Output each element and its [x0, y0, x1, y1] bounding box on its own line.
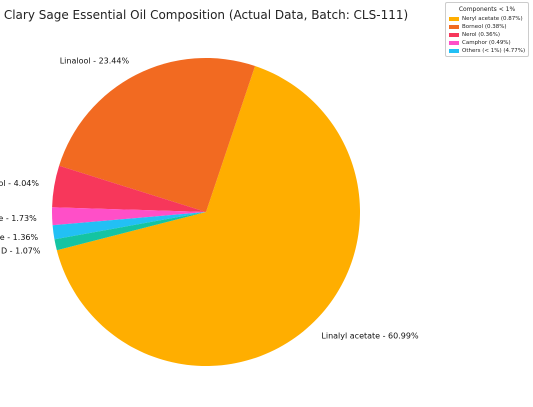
- legend-item: Neryl acetate (0.87%): [449, 15, 528, 23]
- pie-slice: [52, 212, 206, 240]
- legend-label: Borneol (0.38%): [462, 24, 507, 30]
- legend-swatch: [449, 49, 459, 53]
- legend-swatch: [449, 41, 459, 45]
- legend-swatch: [449, 33, 459, 37]
- slice-label: Germacrene D - 1.07%: [0, 247, 41, 256]
- legend-item: Nerol (0.36%): [449, 31, 528, 39]
- legend-label: Camphor (0.49%): [462, 40, 511, 46]
- legend-swatch: [449, 25, 459, 29]
- legend-label: Neryl acetate (0.87%): [462, 16, 523, 22]
- legend-swatch: [449, 17, 459, 21]
- legend: Components < 1% Neryl acetate (0.87%) Bor…: [445, 2, 529, 57]
- slice-label: α-Terpineol - 4.04%: [0, 179, 39, 188]
- pie-slice: [51, 207, 207, 226]
- legend-item: Borneol (0.38%): [449, 23, 528, 31]
- legend-title: Components < 1%: [458, 6, 516, 13]
- pie-slice: [59, 58, 256, 212]
- legend-item: Camphor (0.49%): [449, 39, 528, 47]
- legend-item: Others (< 1%) (4.77%): [449, 47, 528, 55]
- slice-labels: Linalyl acetate - 60.99% Linalool - 23.44…: [0, 57, 419, 341]
- pie-slice: [56, 66, 361, 367]
- legend-label: Nerol (0.36%): [462, 32, 501, 38]
- pie-slice: [54, 212, 207, 251]
- pie-slices: [51, 58, 361, 367]
- slice-label: Linalyl acetate - 60.99%: [321, 332, 419, 341]
- legend-label: Others (< 1%) (4.77%): [462, 48, 526, 54]
- slice-label: Geranyl acetate - 1.73%: [0, 214, 37, 223]
- chart-title: Clary Sage Essential Oil Composition (Ac…: [4, 8, 408, 22]
- slice-label: β-Myrcene - 1.36%: [0, 233, 38, 242]
- legend-items: Neryl acetate (0.87%) Borneol (0.38%) Nero…: [446, 14, 528, 55]
- slice-label: Linalool - 23.44%: [60, 57, 130, 66]
- pie-slice: [52, 165, 206, 212]
